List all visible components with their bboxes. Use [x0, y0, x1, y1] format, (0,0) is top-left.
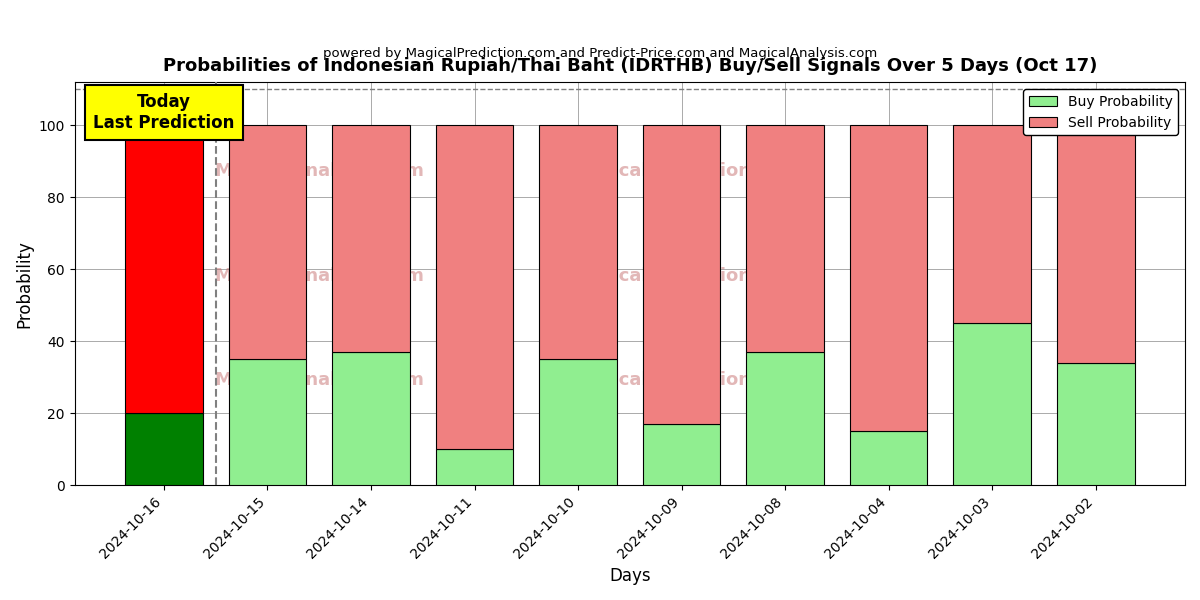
Bar [746, 125, 824, 352]
Text: MagicalAnalysis.com: MagicalAnalysis.com [214, 371, 424, 389]
Title: Probabilities of Indonesian Rupiah/Thai Baht (IDRTHB) Buy/Sell Signals Over 5 Da: Probabilities of Indonesian Rupiah/Thai … [163, 57, 1097, 75]
Text: powered by MagicalPrediction.com and Predict-Price.com and MagicalAnalysis.com: powered by MagicalPrediction.com and Pre… [323, 47, 877, 60]
Text: MagicalPrediction.com: MagicalPrediction.com [570, 162, 800, 180]
Bar [332, 352, 410, 485]
Text: MagicalAnalysis.com: MagicalAnalysis.com [214, 162, 424, 180]
Bar [953, 323, 1031, 485]
Bar [229, 125, 306, 359]
Bar [1057, 125, 1134, 363]
Bar [1057, 363, 1134, 485]
Bar [436, 125, 514, 449]
Bar [332, 125, 410, 352]
Bar [229, 359, 306, 485]
Bar [643, 424, 720, 485]
Bar [953, 125, 1031, 323]
Text: MagicalPrediction.com: MagicalPrediction.com [570, 371, 800, 389]
Bar [643, 125, 720, 424]
Bar [539, 125, 617, 359]
Text: MagicalAnalysis.com: MagicalAnalysis.com [214, 266, 424, 284]
Text: MagicalPrediction.com: MagicalPrediction.com [570, 266, 800, 284]
Legend: Buy Probability, Sell Probability: Buy Probability, Sell Probability [1024, 89, 1178, 135]
Bar [850, 431, 928, 485]
Bar [850, 125, 928, 431]
Bar [125, 125, 203, 413]
Bar [746, 352, 824, 485]
Text: Today
Last Prediction: Today Last Prediction [94, 93, 235, 132]
Bar [436, 449, 514, 485]
X-axis label: Days: Days [610, 567, 650, 585]
Bar [539, 359, 617, 485]
Y-axis label: Probability: Probability [16, 240, 34, 328]
Bar [125, 413, 203, 485]
